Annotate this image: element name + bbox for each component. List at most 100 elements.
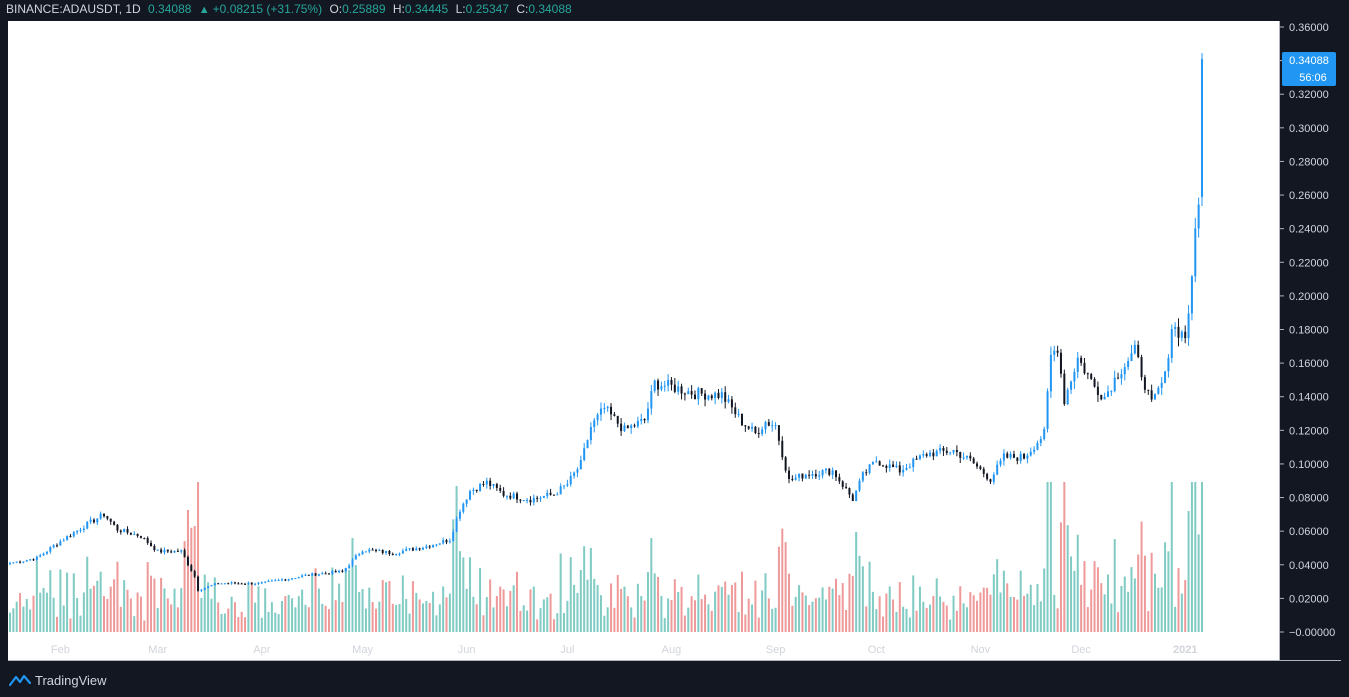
candle: [610, 403, 613, 421]
candle-body: [334, 571, 337, 573]
volume-bar: [113, 579, 116, 632]
volume-bar: [244, 617, 247, 632]
volume-bar: [136, 592, 139, 632]
candle-body: [1063, 373, 1066, 405]
volume-bar: [1002, 570, 1005, 632]
candle-body: [1170, 329, 1173, 359]
volume-bar: [324, 605, 327, 632]
volume-bar: [331, 567, 334, 632]
candle: [89, 516, 92, 525]
candle-body: [593, 420, 596, 427]
candle-body: [129, 532, 132, 535]
tradingview-brand[interactable]: TradingView: [9, 670, 107, 690]
candle: [522, 500, 525, 502]
volume-bar: [670, 600, 673, 632]
candle: [49, 546, 52, 554]
candle-body: [223, 583, 226, 585]
candle: [156, 549, 159, 551]
candle: [1133, 340, 1136, 355]
candle: [244, 582, 247, 585]
price-tick-label: 0.06000: [1289, 526, 1329, 538]
volume-bar: [344, 568, 347, 632]
volume-bar: [56, 616, 59, 632]
time-tick-label: Jun: [458, 644, 476, 656]
candle: [606, 405, 609, 412]
volume-bar: [1140, 521, 1143, 632]
candle-body: [482, 483, 485, 485]
candle-body: [620, 423, 623, 432]
candle: [821, 469, 824, 479]
volume-bar: [828, 586, 831, 632]
volume-bar: [1043, 568, 1046, 632]
candle-body: [727, 399, 730, 402]
volume-bar: [1194, 482, 1197, 632]
price-axis[interactable]: −0.00000 0.02000 0.04000 0.06000 0.08000 0.10…: [1279, 22, 1335, 639]
volume-bar: [240, 611, 243, 632]
volume-bar: [653, 573, 656, 632]
volume-bar: [163, 588, 166, 632]
volume-bar: [502, 589, 505, 632]
volume-bar: [1066, 525, 1069, 632]
candle-body: [1070, 381, 1073, 390]
volume-bar: [99, 571, 102, 632]
candle-body: [646, 408, 649, 421]
volume-bar: [190, 527, 193, 632]
candle: [1174, 322, 1177, 337]
candle-body: [1113, 377, 1116, 392]
volume-bar: [586, 579, 589, 632]
volume-bar: [979, 592, 982, 632]
candle: [103, 513, 106, 518]
candle-body: [1174, 326, 1177, 330]
candle-body: [583, 448, 586, 461]
volume-bar: [603, 615, 606, 632]
volume-bar: [1110, 603, 1113, 632]
candle: [1002, 449, 1005, 466]
candle: [794, 474, 797, 481]
candle: [237, 582, 240, 585]
candle-body: [999, 460, 1002, 465]
symbol-label[interactable]: BINANCE:ADAUSDT, 1D: [6, 2, 141, 16]
candle: [871, 461, 874, 465]
volume-bar: [895, 611, 898, 632]
candle: [599, 402, 602, 421]
candle: [831, 467, 834, 479]
candle-body: [1157, 387, 1160, 394]
volume-bar: [912, 575, 915, 632]
volume-bar: [96, 580, 99, 632]
candle: [1036, 440, 1039, 451]
volume-bar: [868, 561, 871, 632]
volume-bar: [82, 592, 85, 632]
candle-body: [254, 583, 257, 585]
volume-bar: [848, 573, 851, 632]
candle-body: [79, 529, 82, 531]
volume-bar: [361, 588, 364, 632]
volume-bar: [566, 600, 569, 632]
candle-body: [1012, 454, 1015, 458]
volume-bar: [25, 598, 28, 632]
candle: [136, 533, 139, 538]
candle: [727, 394, 730, 404]
candle-body: [841, 481, 844, 487]
candle-body: [304, 574, 307, 576]
candle: [801, 473, 804, 482]
candle: [1066, 387, 1069, 406]
candle: [297, 576, 300, 579]
candle: [808, 470, 811, 479]
candle-body: [831, 470, 834, 475]
volume-bar: [892, 599, 895, 632]
candle-body: [623, 425, 626, 432]
volume-bar: [549, 593, 552, 632]
candle: [505, 495, 508, 500]
time-axis[interactable]: Feb Mar Apr May Jun Jul Aug Sep Oct Nov Dec 2021: [51, 644, 1198, 664]
candle-body: [650, 391, 653, 409]
candle-body: [146, 537, 149, 543]
candle-body: [640, 418, 643, 421]
volume-bar: [563, 613, 566, 632]
candle: [116, 524, 119, 533]
candle-body: [186, 557, 189, 566]
time-tick-label: Feb: [51, 644, 70, 656]
volume-bar: [76, 598, 79, 632]
candle: [999, 458, 1002, 467]
volume-bar: [902, 606, 905, 632]
